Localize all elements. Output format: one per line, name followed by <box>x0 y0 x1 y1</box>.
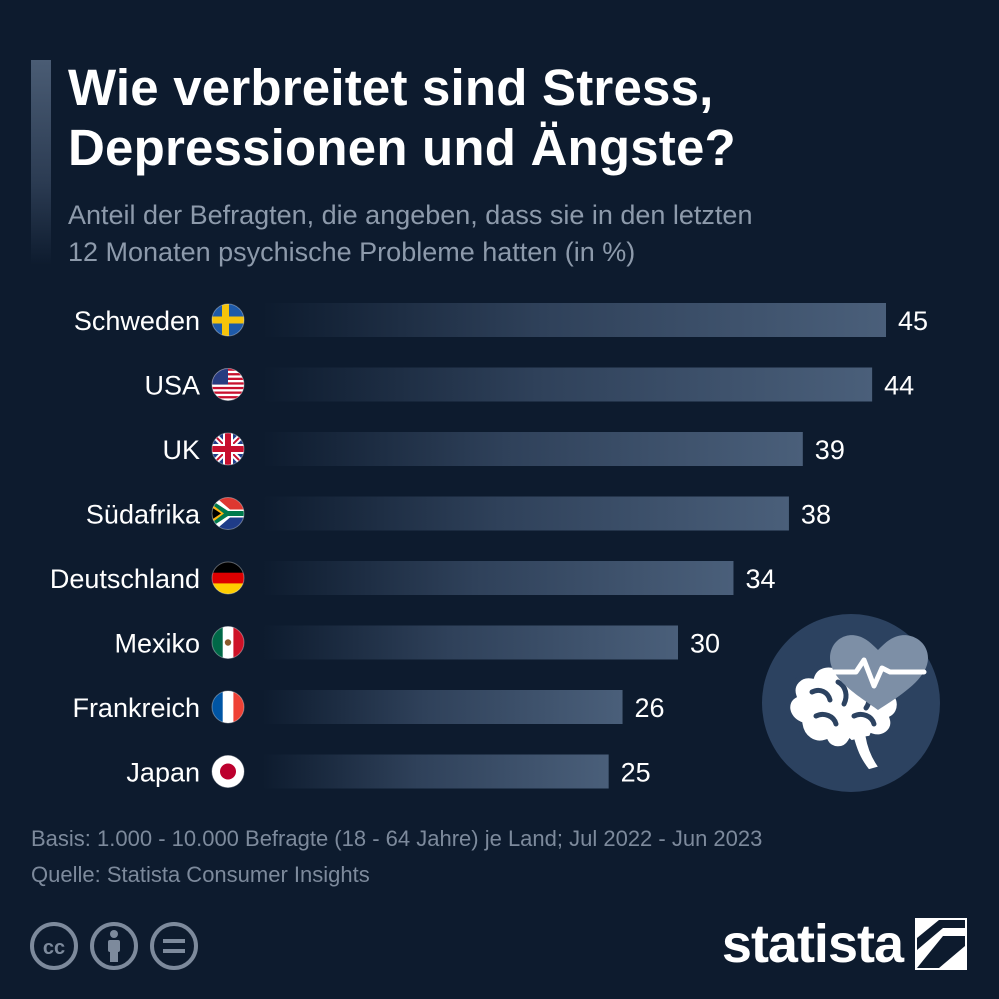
bar-japan <box>262 754 609 789</box>
title-accent-bar <box>31 60 51 265</box>
category-label: Südafrika <box>86 500 201 530</box>
category-label: Japan <box>126 758 200 788</box>
za-flag-icon <box>211 497 245 530</box>
value-label: 44 <box>884 371 914 401</box>
by-person-icon[interactable] <box>90 922 138 970</box>
bar-schweden <box>262 303 886 337</box>
brain-heart-icon <box>760 612 942 794</box>
svg-text:cc: cc <box>43 937 65 959</box>
us-flag-icon <box>211 368 245 401</box>
category-label: Mexiko <box>114 629 200 659</box>
category-label: USA <box>144 371 200 401</box>
license-icons: cc <box>30 922 198 970</box>
fr-flag-icon <box>211 690 245 724</box>
value-label: 39 <box>815 435 845 465</box>
bar-deutschland <box>262 561 734 595</box>
footnote-source: Quelle: Statista Consumer Insights <box>31 862 370 887</box>
bar-südafrika <box>262 496 789 531</box>
se-flag-icon <box>211 303 245 337</box>
chart-title: Wie verbreitet sind Stress, Depressionen… <box>68 58 968 178</box>
value-label: 26 <box>635 693 665 723</box>
statista-logo[interactable]: statista <box>722 913 969 975</box>
title-line-1: Wie verbreitet sind Stress, <box>68 59 714 116</box>
category-label: UK <box>162 435 200 465</box>
chart-subtitle: Anteil der Befragten, die angeben, dass … <box>68 197 968 271</box>
category-label: Schweden <box>74 306 200 336</box>
de-flag-icon <box>211 561 245 595</box>
bar-uk <box>262 432 803 466</box>
bar-usa <box>262 367 873 402</box>
value-label: 34 <box>745 564 775 594</box>
value-label: 30 <box>690 629 720 659</box>
value-label: 38 <box>801 500 831 530</box>
nd-equals-icon[interactable] <box>150 922 198 970</box>
logo-text: statista <box>721 914 904 974</box>
bar-frankreich <box>262 690 623 724</box>
statista-logo-icon <box>915 918 967 970</box>
cc-icon[interactable]: cc <box>30 922 78 970</box>
bar-mexiko <box>262 625 678 660</box>
mx-flag-icon <box>211 626 245 659</box>
footnote-basis: Basis: 1.000 - 10.000 Befragte (18 - 64 … <box>31 826 763 851</box>
title-line-2: Depressionen und Ängste? <box>68 119 736 176</box>
category-label: Deutschland <box>50 564 200 594</box>
value-label: 25 <box>621 758 651 788</box>
uk-flag-icon <box>211 432 245 466</box>
value-label: 45 <box>898 306 928 336</box>
subtitle-line-2: 12 Monaten psychische Probleme hatten (i… <box>68 237 636 267</box>
subtitle-line-1: Anteil der Befragten, die angeben, dass … <box>68 200 753 230</box>
category-label: Frankreich <box>72 693 200 723</box>
jp-flag-icon <box>211 755 245 788</box>
